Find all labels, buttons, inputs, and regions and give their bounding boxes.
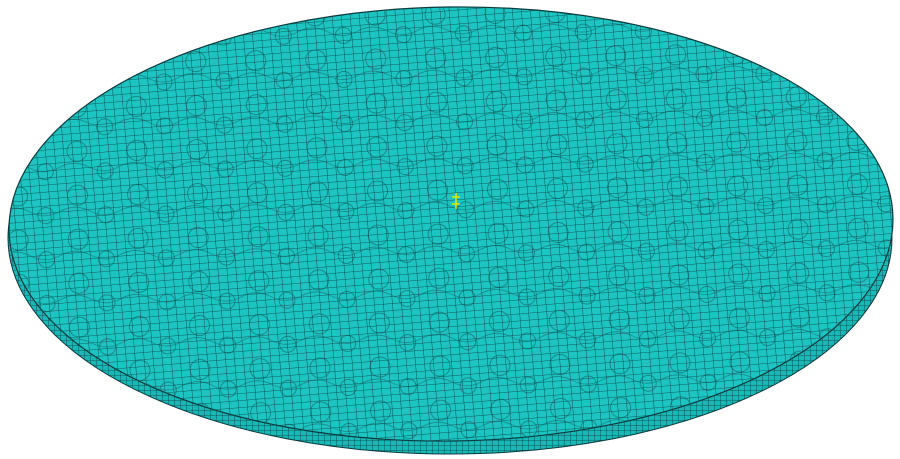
disk xyxy=(6,1,896,454)
mesh-view xyxy=(0,0,900,459)
page xyxy=(0,0,900,459)
